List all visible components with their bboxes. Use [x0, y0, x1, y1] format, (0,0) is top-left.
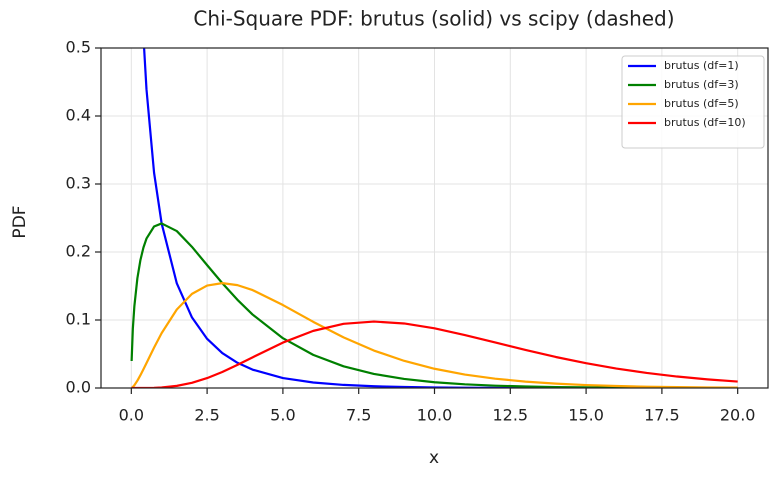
y-tick-label: 0.3 [66, 174, 91, 193]
x-tick-label: 15.0 [568, 406, 604, 425]
x-axis-label: x [429, 448, 439, 468]
series-line [130, 222, 738, 388]
y-tick-label: 0.1 [66, 310, 91, 329]
series-line [130, 282, 738, 388]
chart-title: Chi-Square PDF: brutus (solid) vs scipy … [193, 7, 674, 31]
y-axis-label: PDF [10, 205, 30, 238]
plot-frame [100, 47, 769, 389]
x-tick-label: 12.5 [492, 406, 528, 425]
legend-label: brutus (df=5) [664, 97, 739, 110]
x-tick-label: 0.0 [119, 406, 144, 425]
x-tick-label: 17.5 [644, 406, 680, 425]
legend-box [621, 55, 765, 149]
y-tick-label: 0.2 [66, 242, 91, 261]
y-tick-label: 0.4 [66, 106, 91, 125]
legend-label: brutus (df=10) [664, 116, 746, 129]
x-tick-label: 10.0 [417, 406, 453, 425]
y-tick-label: 0.5 [66, 38, 91, 57]
x-tick-label: 7.5 [346, 406, 371, 425]
y-tick-label: 0.0 [66, 378, 91, 397]
x-tick-label: 20.0 [720, 406, 756, 425]
x-tick-label: 5.0 [270, 406, 295, 425]
legend-label: brutus (df=1) [664, 59, 739, 72]
legend-label: brutus (df=3) [664, 78, 739, 91]
x-tick-label: 2.5 [194, 406, 219, 425]
